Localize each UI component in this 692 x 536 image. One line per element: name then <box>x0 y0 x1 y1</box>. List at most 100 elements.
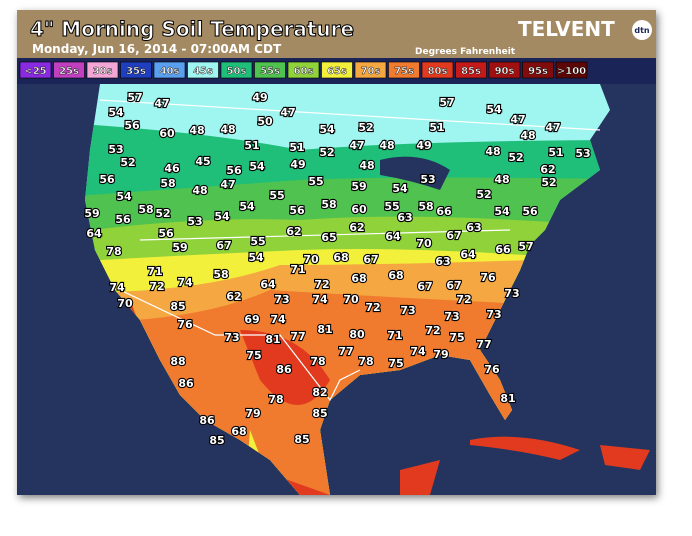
station-temp: 60 <box>351 203 367 216</box>
station-temp: 52 <box>319 146 334 159</box>
station-temp: 77 <box>290 330 305 343</box>
station-temp: 52 <box>476 188 491 201</box>
logo: TELVENT <box>518 17 615 41</box>
station-temp: 56 <box>289 204 305 217</box>
station-temp: 54 <box>116 190 132 203</box>
station-temp: 45 <box>195 155 210 168</box>
station-temp: 57 <box>439 96 454 109</box>
station-temp: 78 <box>310 355 325 368</box>
legend-label: 65s <box>327 66 347 77</box>
legend-label: 95s <box>528 66 548 77</box>
station-temp: 85 <box>294 433 309 446</box>
legend-swatch <box>388 61 420 79</box>
station-temp: 79 <box>433 348 448 361</box>
station-temp: 72 <box>314 278 329 291</box>
station-temp: 64 <box>260 278 276 291</box>
station-temp: 67 <box>417 280 432 293</box>
station-temp: 72 <box>456 293 471 306</box>
station-temp: 74 <box>109 281 125 294</box>
station-temp: 62 <box>540 163 555 176</box>
legend-label: 90s <box>495 66 515 77</box>
station-temp: 60 <box>159 127 175 140</box>
station-temp: 62 <box>349 221 364 234</box>
subtitle: Monday, Jun 16, 2014 - 07:00AM CDT <box>32 42 282 56</box>
station-temp: 55 <box>384 200 399 213</box>
logo-mark: dtn <box>634 26 650 35</box>
station-temp: 68 <box>333 251 348 264</box>
station-temp: 81 <box>500 392 515 405</box>
station-temp: 56 <box>522 205 538 218</box>
legend-swatch <box>421 61 454 79</box>
station-temp: 54 <box>319 123 335 136</box>
station-temp: 73 <box>224 331 239 344</box>
station-temp: 73 <box>444 310 459 323</box>
station-temp: 77 <box>476 338 491 351</box>
station-temp: 63 <box>466 221 481 234</box>
station-temp: 66 <box>495 243 511 256</box>
station-temp: 56 <box>158 227 174 240</box>
station-temp: 48 <box>379 139 394 152</box>
station-temp: 71 <box>290 263 305 276</box>
legend-label: 25s <box>59 66 79 77</box>
station-temp: 58 <box>321 198 336 211</box>
islands <box>400 436 650 495</box>
station-temp: 70 <box>343 293 359 306</box>
header-band <box>17 10 656 58</box>
station-temp: 59 <box>351 180 366 193</box>
station-temp: 67 <box>363 253 378 266</box>
station-temp: 59 <box>172 241 187 254</box>
station-temp: 75 <box>246 349 261 362</box>
legend-label: 50s <box>227 66 247 77</box>
station-temp: 51 <box>289 141 304 154</box>
station-temp: 58 <box>418 200 433 213</box>
station-temp: 56 <box>115 213 131 226</box>
station-temp: 54 <box>486 103 502 116</box>
logo-badge <box>632 20 652 40</box>
legend-label: 35s <box>126 66 146 77</box>
station-temp: 53 <box>187 215 202 228</box>
station-temp: 79 <box>245 407 260 420</box>
station-temp: 86 <box>276 363 292 376</box>
station-temp: 73 <box>486 308 501 321</box>
station-temp: 70 <box>303 253 319 266</box>
station-temp: 54 <box>214 210 230 223</box>
station-temp: 62 <box>226 290 241 303</box>
station-temp: 71 <box>147 265 162 278</box>
station-temp: 73 <box>274 293 289 306</box>
station-temp: 74 <box>312 293 328 306</box>
station-temp: 68 <box>351 272 366 285</box>
station-temp: 48 <box>494 173 509 186</box>
station-temp: 59 <box>84 207 99 220</box>
station-temp: 76 <box>484 363 500 376</box>
legend-label: 80s <box>428 66 448 77</box>
station-temp: 64 <box>460 248 476 261</box>
station-temp: 50 <box>257 115 273 128</box>
legend-swatch <box>53 61 85 79</box>
station-temp: 51 <box>548 146 563 159</box>
station-temp: 54 <box>108 106 124 119</box>
station-temp: 74 <box>270 313 286 326</box>
station-temp: 49 <box>290 158 305 171</box>
station-temp: 85 <box>209 434 224 447</box>
station-temp: 48 <box>220 123 235 136</box>
station-temp: 57 <box>518 240 533 253</box>
station-temp: 74 <box>177 276 193 289</box>
legend-swatch <box>187 61 219 79</box>
station-temp: 85 <box>170 300 185 313</box>
station-temp: 74 <box>410 345 426 358</box>
station-temp: 52 <box>508 151 523 164</box>
station-temp: 53 <box>575 147 590 160</box>
station-temp: 68 <box>388 269 403 282</box>
station-temp: 68 <box>231 425 246 438</box>
units: Degrees Fahrenheit <box>415 47 516 57</box>
station-temp: 54 <box>249 160 265 173</box>
great-lakes <box>380 156 450 190</box>
legend-swatch <box>321 61 353 79</box>
station-temp: 72 <box>149 280 164 293</box>
legend-swatch <box>19 61 52 79</box>
station-temp: 54 <box>248 251 264 264</box>
station-temp: 48 <box>520 129 535 142</box>
station-temp: 52 <box>358 121 373 134</box>
